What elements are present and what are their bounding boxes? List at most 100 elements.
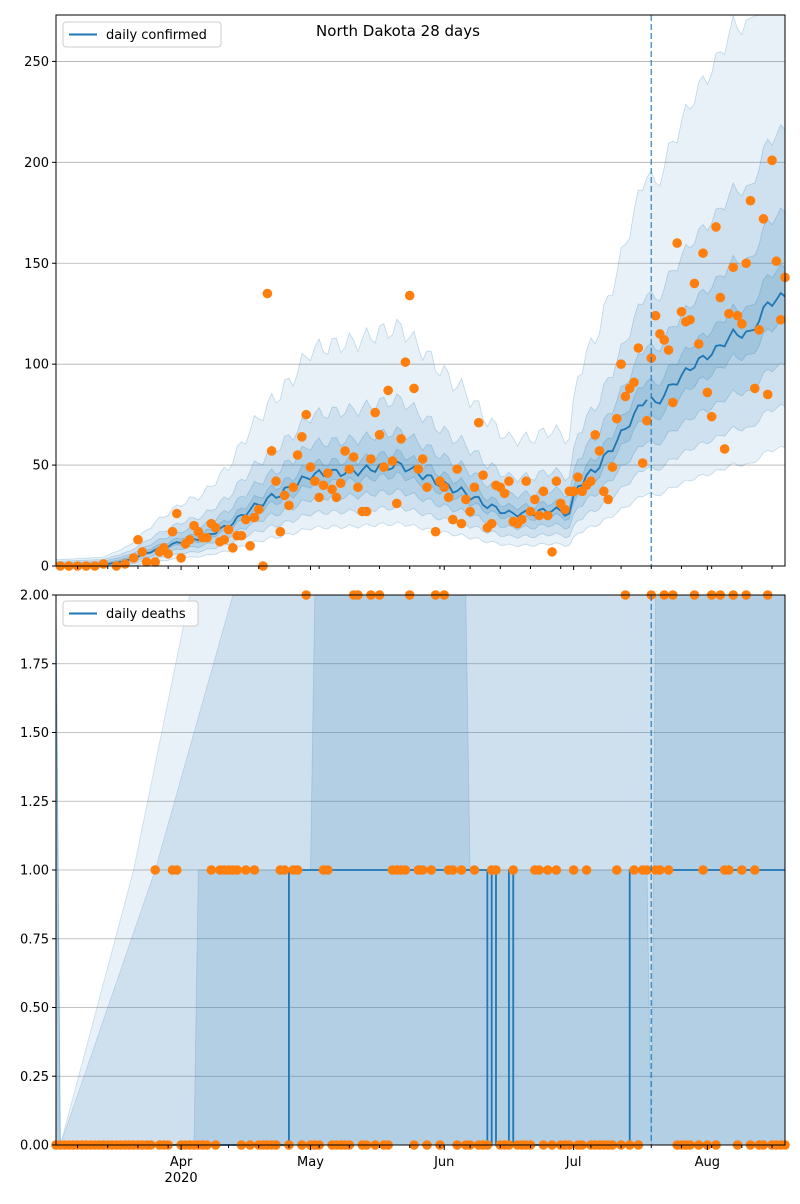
- observed-point: [150, 557, 161, 567]
- observed-point: [171, 865, 182, 875]
- observed-point: [754, 325, 764, 335]
- chart-title: North Dakota 28 days: [316, 22, 480, 40]
- observed-point: [530, 494, 540, 505]
- observed-point: [637, 458, 648, 468]
- observed-point: [275, 526, 286, 537]
- observed-point: [642, 415, 652, 426]
- legend-label: daily deaths: [106, 607, 186, 622]
- y-tick-label: 0.50: [20, 1001, 49, 1016]
- observed-point: [698, 865, 708, 875]
- y-tick-label: 2.00: [20, 589, 49, 604]
- observed-point: [633, 343, 644, 353]
- observed-point: [573, 472, 583, 482]
- y-tick-label: 200: [24, 156, 49, 171]
- observed-point: [301, 409, 311, 420]
- observed-point: [240, 514, 251, 525]
- observed-point: [383, 385, 393, 396]
- observed-point: [702, 387, 713, 398]
- observed-point: [292, 450, 303, 460]
- observed-point: [711, 222, 721, 232]
- observed-point: [737, 319, 747, 329]
- observed-point: [460, 494, 471, 505]
- observed-point: [413, 464, 424, 474]
- observed-point: [767, 155, 777, 166]
- observed-point: [698, 248, 708, 258]
- observed-point: [171, 508, 182, 519]
- x-tick-label: Jul: [565, 1155, 582, 1170]
- observed-point: [599, 486, 609, 497]
- observed-point: [611, 413, 622, 424]
- observed-point: [672, 238, 682, 248]
- observed-point: [292, 865, 303, 875]
- observed-point: [517, 514, 527, 525]
- observed-point: [508, 865, 519, 875]
- y-tick-label: 100: [24, 358, 49, 373]
- x-tick-sublabel: 2020: [165, 1171, 198, 1186]
- observed-point: [417, 865, 428, 875]
- observed-point: [750, 383, 760, 394]
- y-tick-label: 1.50: [20, 726, 49, 741]
- observed-point: [629, 865, 639, 875]
- observed-point: [534, 510, 544, 521]
- observed-point: [724, 308, 734, 319]
- observed-point: [521, 476, 531, 487]
- observed-point: [322, 468, 333, 478]
- observed-point: [305, 462, 316, 472]
- observed-point: [223, 524, 234, 535]
- observed-point: [361, 506, 372, 517]
- observed-point: [616, 359, 626, 369]
- observed-point: [184, 534, 195, 545]
- y-axis-ticks: 0 50 100 150 200 250: [24, 55, 56, 575]
- observed-point: [542, 865, 553, 875]
- observed-point: [409, 383, 419, 394]
- observed-point: [335, 478, 346, 489]
- observed-point: [603, 494, 613, 505]
- observed-point: [547, 547, 557, 557]
- observed-point: [499, 488, 510, 499]
- observed-point: [771, 256, 782, 267]
- y-tick-label: 0.25: [20, 1070, 49, 1085]
- observed-point: [758, 214, 769, 224]
- observed-point: [663, 345, 674, 355]
- observed-point: [279, 490, 290, 501]
- observed-point: [400, 357, 411, 367]
- x-tick-label: May: [297, 1155, 324, 1170]
- x-tick-label: Aug: [695, 1155, 720, 1170]
- observed-point: [650, 310, 661, 321]
- observed-point: [448, 865, 458, 875]
- observed-point: [469, 865, 480, 875]
- observed-point: [150, 865, 161, 875]
- observed-points: [55, 155, 790, 571]
- y-tick-label: 1.75: [20, 657, 49, 672]
- y-tick-label: 1.00: [20, 864, 49, 879]
- observed-point: [422, 482, 432, 493]
- y-tick-label: 150: [24, 257, 49, 272]
- observed-point: [525, 506, 536, 517]
- observed-point: [396, 434, 406, 444]
- observed-point: [206, 865, 217, 875]
- y-tick-label: 1.25: [20, 795, 49, 810]
- observed-point: [642, 865, 652, 875]
- observed-point: [551, 476, 562, 487]
- observed-point: [228, 543, 238, 553]
- plot-area: [56, 15, 785, 566]
- y-tick-label: 0: [41, 560, 49, 575]
- observed-point: [240, 865, 251, 875]
- observed-point: [288, 482, 299, 493]
- legend: daily deaths: [62, 600, 199, 627]
- observed-point: [249, 865, 260, 875]
- observed-point: [245, 541, 255, 551]
- observed-point: [668, 397, 678, 408]
- observed-point: [724, 865, 734, 875]
- observed-point: [728, 262, 739, 273]
- observed-point: [465, 506, 475, 517]
- observed-point: [715, 292, 726, 303]
- observed-point: [202, 532, 212, 543]
- observed-point: [141, 557, 152, 567]
- observed-point: [456, 865, 467, 875]
- observed-point: [486, 518, 497, 529]
- observed-point: [473, 417, 484, 428]
- observed-point: [366, 454, 376, 464]
- y-axis-ticks: 0.00 0.25 0.50 0.75 1.00 1.25 1.50 1.75 2.00: [20, 589, 56, 1154]
- y-tick-label: 50: [32, 459, 49, 474]
